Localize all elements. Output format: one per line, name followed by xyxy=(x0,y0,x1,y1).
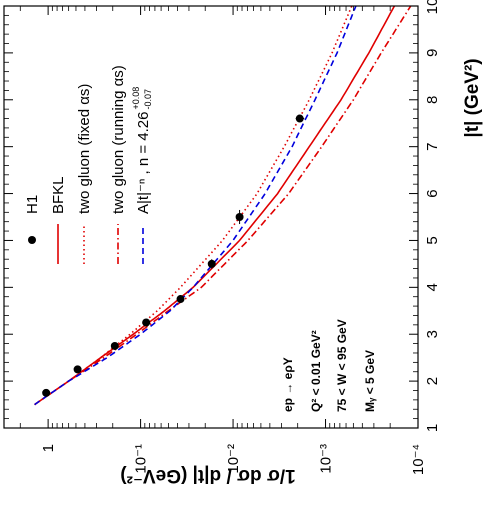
annotation: Q² < 0.01 GeV² xyxy=(309,330,323,412)
legend-label: H1 xyxy=(24,195,41,214)
legend-label: two gluon (running αs) xyxy=(110,65,127,214)
tick-marks xyxy=(3,5,419,429)
x-tick-label: 4 xyxy=(424,283,441,291)
y-tick-label: 1 xyxy=(40,444,57,452)
series-line-3 xyxy=(34,6,357,406)
x-tick-label: 2 xyxy=(424,377,441,385)
legend: H1 BFKL two gluon (fixed αs) two gluon (run… xyxy=(24,65,153,264)
data-point xyxy=(73,365,82,374)
x-tick-label: 8 xyxy=(424,96,441,104)
x-tick-label: 6 xyxy=(424,189,441,197)
data-points xyxy=(42,114,305,397)
y-tick-label: 10⁻¹ xyxy=(133,444,150,474)
x-axis-title: |t| (GeV²) xyxy=(462,58,483,137)
series-line-2 xyxy=(34,6,412,406)
curves xyxy=(34,6,412,406)
x-tick-label: 9 xyxy=(424,49,441,57)
data-point xyxy=(42,388,51,397)
data-point xyxy=(142,318,151,327)
data-point xyxy=(207,259,216,268)
y-tick-label: 10⁻² xyxy=(225,444,242,474)
annotations: ep → eρY Q² < 0.01 GeV² 75 < W < 95 GeV Mᵧ … xyxy=(281,319,377,412)
data-point xyxy=(295,114,304,123)
annotation: ep → eρY xyxy=(281,357,295,412)
plot-frame xyxy=(3,5,419,429)
annotation: 75 < W < 95 GeV xyxy=(335,319,349,412)
y-tick-label: 10⁻⁴ xyxy=(410,444,427,475)
series-line-0 xyxy=(34,6,396,406)
annotation: Mᵧ < 5 GeV xyxy=(363,350,377,412)
x-tick-label: 1 xyxy=(424,424,441,432)
legend-label-sub: -0.07 xyxy=(143,89,153,110)
data-point xyxy=(110,341,119,350)
y-axis-title: 1/σ dσ / d|t| (GeV⁻²) xyxy=(120,465,295,486)
x-tick-label: 3 xyxy=(424,330,441,338)
data-point xyxy=(235,213,244,221)
legend-label: two gluon (fixed αs) xyxy=(76,84,93,214)
x-tick-label: 7 xyxy=(424,142,441,150)
tick-labels: 1 2 3 4 5 6 7 8 9 10 1 10⁻¹ 10⁻² 10⁻³ 10⁻⁴ xyxy=(40,0,441,475)
axis-titles: |t| (GeV²) 1/σ dσ / d|t| (GeV⁻²) xyxy=(120,58,483,486)
legend-label: A|t|⁻ⁿ , n = 4.26 xyxy=(135,112,152,215)
legend-label-sup: +0.08 xyxy=(131,87,141,110)
x-tick-label: 10 xyxy=(424,0,441,14)
x-tick-label: 5 xyxy=(424,236,441,244)
y-tick-label: 10⁻³ xyxy=(318,444,335,474)
legend-label: BFKL xyxy=(50,176,67,214)
legend-marker-h1 xyxy=(28,236,36,244)
data-point xyxy=(176,295,185,304)
